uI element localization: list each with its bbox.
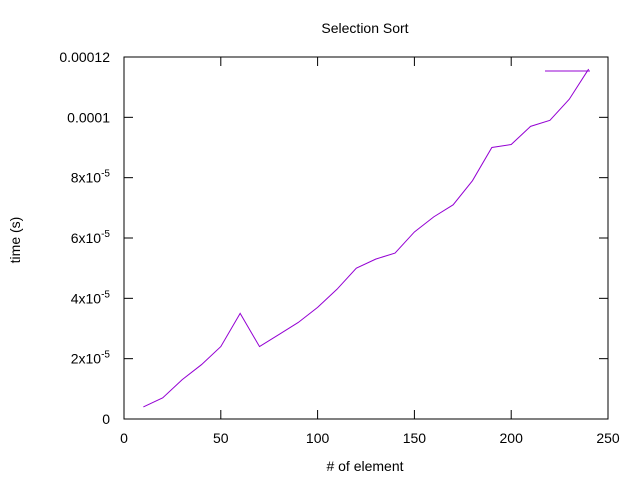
data-point [568, 98, 571, 101]
data-point [277, 333, 280, 336]
data-point [316, 306, 319, 309]
data-point [432, 215, 435, 218]
y-tick-mantissa: 8x10 [71, 170, 102, 186]
y-tick-label: 4x10-5 [71, 289, 111, 306]
y-tick-label: 0 [102, 411, 110, 427]
x-tick-label: 250 [596, 430, 620, 446]
y-tick-exponent: -5 [101, 169, 110, 180]
x-tick-label: 100 [306, 430, 330, 446]
x-tick-label: 50 [213, 430, 229, 446]
y-tick-exponent: -5 [101, 289, 110, 300]
data-point [161, 396, 164, 399]
chart-title: Selection Sort [321, 20, 408, 36]
data-point [413, 230, 416, 233]
data-point [335, 288, 338, 291]
data-point [452, 203, 455, 206]
x-axis-ticks: 0 50 100 150 200 250 [120, 57, 620, 446]
series-line [143, 68, 590, 408]
y-tick-label: 0.00012 [59, 49, 110, 65]
y-tick-exponent: -5 [101, 350, 110, 361]
data-point [297, 321, 300, 324]
plot-frame [123, 56, 609, 420]
y-tick-exponent: -5 [101, 229, 110, 240]
data-point [490, 146, 493, 149]
data-point [200, 363, 203, 366]
y-tick-label: 6x10-5 [71, 229, 111, 246]
data-point [374, 258, 377, 261]
y-tick-mantissa: 2x10 [71, 351, 102, 367]
data-point [471, 179, 474, 182]
x-tick-label: 150 [403, 430, 427, 446]
x-axis-label: # of element [326, 458, 403, 474]
data-point [142, 405, 145, 408]
data-point [219, 345, 222, 348]
y-tick-label: 8x10-5 [71, 169, 111, 186]
y-tick-label: 2x10-5 [71, 350, 111, 367]
data-point [529, 125, 532, 128]
x-tick-label: 0 [120, 430, 128, 446]
y-axis-label: time (s) [7, 217, 23, 264]
series-layer [142, 68, 590, 408]
y-tick-mantissa: 4x10 [71, 290, 102, 306]
data-point [181, 378, 184, 381]
y-tick-label: 0.0001 [67, 109, 110, 125]
data-point [355, 267, 358, 270]
data-point [394, 252, 397, 255]
data-point [548, 119, 551, 122]
data-point [239, 312, 242, 315]
y-tick-mantissa: 6x10 [71, 230, 102, 246]
x-tick-label: 200 [500, 430, 524, 446]
data-point [587, 68, 590, 71]
data-point [258, 345, 261, 348]
data-point [510, 143, 513, 146]
